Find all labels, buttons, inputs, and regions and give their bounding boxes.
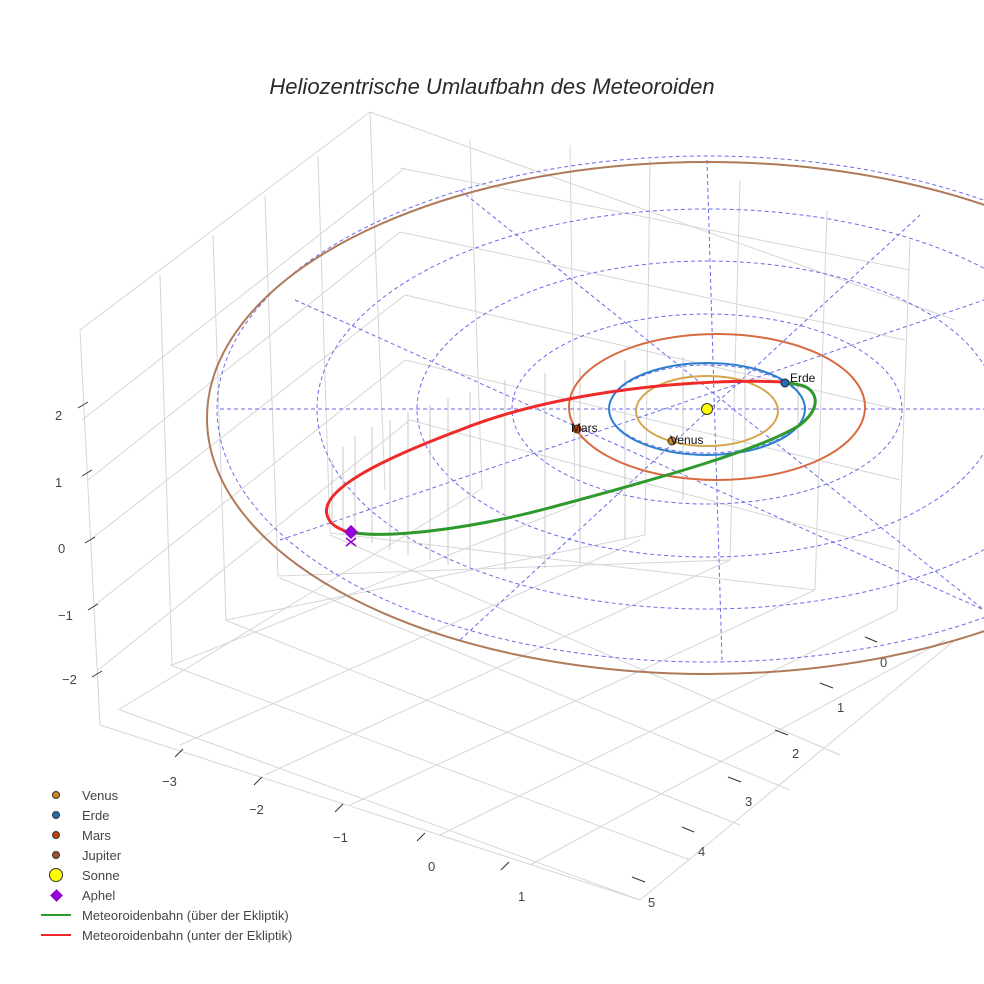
- venus-marker[interactable]: [667, 436, 677, 446]
- earth-legend-icon: [52, 811, 60, 819]
- mars-marker[interactable]: [572, 424, 582, 434]
- legend-label: Sonne: [82, 867, 120, 883]
- red-line-legend-icon: [41, 934, 71, 936]
- venus-legend-icon: [52, 791, 60, 799]
- z-axis-ticks: [77, 401, 103, 678]
- legend-item-aphel[interactable]: Aphel: [38, 885, 292, 905]
- svg-text:−2: −2: [62, 672, 77, 687]
- mars-orbit: [568, 333, 866, 481]
- legend-item-mars[interactable]: Mars: [38, 825, 292, 845]
- svg-text:3: 3: [745, 794, 752, 809]
- axis-box: [79, 111, 956, 901]
- svg-text:0: 0: [58, 541, 65, 556]
- svg-text:2: 2: [792, 746, 799, 761]
- earth-orbit: [608, 362, 806, 456]
- jupiter-legend-icon: [52, 851, 60, 859]
- ecliptic-reference-grid: [216, 155, 984, 663]
- legend-label: Venus: [82, 787, 119, 803]
- diamond-legend-icon: [49, 888, 63, 902]
- venus-orbit: [635, 375, 779, 447]
- z-axis-tick-labels: 2 1 0 −1 −2: [55, 408, 77, 687]
- y-axis-tick-labels: 0 1 2 3 4 5: [648, 655, 887, 910]
- legend-label: Erde: [82, 807, 110, 823]
- legend-label: Mars: [82, 827, 111, 843]
- svg-text:−1: −1: [58, 608, 73, 623]
- venus-label: Venus: [670, 433, 703, 447]
- earth-marker[interactable]: [780, 378, 790, 388]
- svg-text:5: 5: [648, 895, 655, 910]
- planet-orbits: [206, 161, 984, 675]
- svg-text:1: 1: [55, 475, 62, 490]
- chart-title: Heliozentrische Umlaufbahn des Meteoroid…: [269, 74, 715, 99]
- legend-item-sonne[interactable]: Sonne: [38, 865, 292, 885]
- legend-item-erde[interactable]: Erde: [38, 805, 292, 825]
- legend-item-orbit-below[interactable]: Meteoroidenbahn (unter der Ekliptik): [38, 925, 292, 945]
- legend-item-orbit-above[interactable]: Meteoroidenbahn (über der Ekliptik): [38, 905, 292, 925]
- aphelion-marker[interactable]: [343, 524, 359, 547]
- legend-label: Aphel: [82, 887, 116, 903]
- svg-text:4: 4: [698, 844, 705, 859]
- svg-text:0: 0: [428, 859, 435, 874]
- legend-label: Jupiter: [82, 847, 122, 863]
- legend-item-venus[interactable]: Venus: [38, 785, 292, 805]
- mars-legend-icon: [52, 831, 60, 839]
- svg-text:0: 0: [880, 655, 887, 670]
- earth-label: Erde: [790, 371, 816, 385]
- svg-text:1: 1: [518, 889, 525, 904]
- svg-text:−3: −3: [162, 774, 177, 789]
- x-axis-ticks: [174, 748, 510, 871]
- svg-text:1: 1: [837, 700, 844, 715]
- green-line-legend-icon: [41, 914, 71, 916]
- legend-label: Meteoroidenbahn (über der Ekliptik): [82, 907, 289, 923]
- svg-text:−2: −2: [249, 802, 264, 817]
- legend-label: Meteoroidenbahn (unter der Ekliptik): [82, 927, 293, 943]
- jupiter-orbit: [206, 161, 984, 675]
- meteoroid-orbit-below-ecliptic[interactable]: [325, 379, 786, 533]
- svg-text:−1: −1: [333, 830, 348, 845]
- mars-label: Mars: [571, 421, 598, 435]
- x-axis-tick-labels: −3 −2 −1 0 1: [162, 774, 525, 904]
- drop-lines: [331, 357, 799, 570]
- y-axis-ticks: [631, 636, 878, 883]
- meteoroid-orbit-above-ecliptic[interactable]: [344, 380, 817, 536]
- legend: Venus Erde Mars Jupiter Sonne Aphel Mete…: [38, 785, 292, 945]
- sun-marker[interactable]: [701, 403, 713, 415]
- legend-item-jupiter[interactable]: Jupiter: [38, 845, 292, 865]
- svg-text:2: 2: [55, 408, 62, 423]
- sun-legend-icon: [49, 868, 63, 882]
